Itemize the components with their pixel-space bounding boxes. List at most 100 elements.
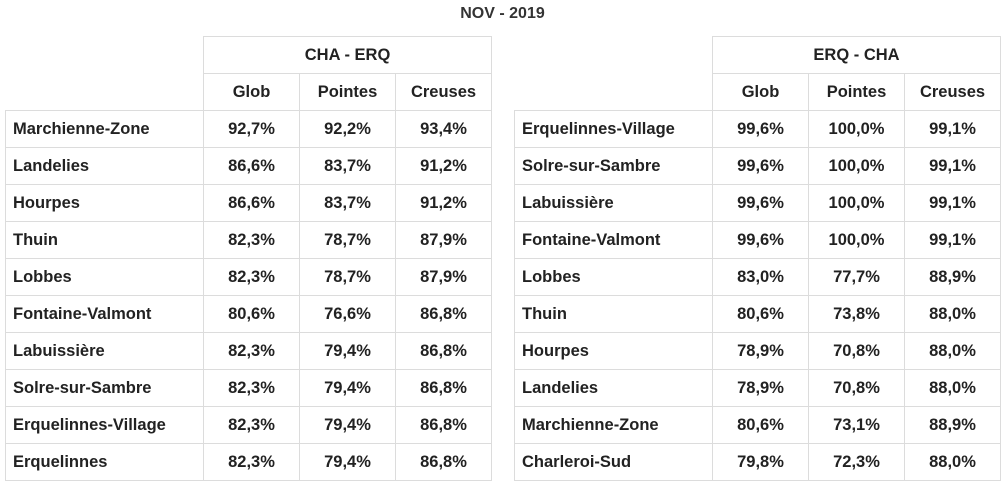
value-pointes: 100,0%	[808, 184, 905, 222]
value-pointes: 83,7%	[299, 184, 396, 222]
value-glob: 99,6%	[712, 110, 809, 148]
value-creuses: 88,0%	[903, 369, 1002, 407]
value-glob: 82,3%	[203, 332, 300, 370]
value-pointes: 100,0%	[808, 221, 905, 259]
value-pointes: 73,1%	[808, 406, 905, 444]
station-name: Fontaine-Valmont	[514, 221, 713, 259]
table-row: Erquelinnes 82,3% 79,4% 86,8%	[5, 443, 493, 481]
station-name: Marchienne-Zone	[5, 110, 204, 148]
value-creuses: 88,9%	[903, 258, 1002, 296]
value-creuses: 86,8%	[394, 332, 493, 370]
station-name: Erquelinnes	[5, 443, 204, 481]
value-creuses: 86,8%	[394, 369, 493, 407]
value-pointes: 78,7%	[299, 221, 396, 259]
blank-corner	[515, 37, 713, 74]
value-creuses: 88,9%	[903, 406, 1002, 444]
station-name: Lobbes	[5, 258, 204, 296]
value-creuses: 87,9%	[394, 258, 493, 296]
value-pointes: 79,4%	[299, 443, 396, 481]
column-header-glob: Glob	[203, 73, 300, 111]
value-glob: 99,6%	[712, 184, 809, 222]
column-header-row: Glob Pointes Creuses	[6, 73, 493, 111]
column-header-creuses: Creuses	[394, 73, 493, 111]
value-creuses: 87,9%	[394, 221, 493, 259]
value-pointes: 70,8%	[808, 332, 905, 370]
group-header: CHA - ERQ	[202, 36, 493, 74]
group-header-row: ERQ - CHA	[515, 36, 1002, 74]
table-row: Hourpes 86,6% 83,7% 91,2%	[5, 184, 493, 222]
value-glob: 92,7%	[203, 110, 300, 148]
value-glob: 83,0%	[712, 258, 809, 296]
station-name: Labuissière	[5, 332, 204, 370]
value-glob: 82,3%	[203, 221, 300, 259]
value-creuses: 99,1%	[903, 147, 1002, 185]
value-pointes: 78,7%	[299, 258, 396, 296]
blank-corner	[6, 37, 204, 74]
value-creuses: 88,0%	[903, 295, 1002, 333]
table-row: Charleroi-Sud 79,8% 72,3% 88,0%	[514, 443, 1002, 481]
table-row: Fontaine-Valmont 80,6% 76,6% 86,8%	[5, 295, 493, 333]
group-header: ERQ - CHA	[711, 36, 1002, 74]
station-name: Thuin	[5, 221, 204, 259]
table-row: Lobbes 83,0% 77,7% 88,9%	[514, 258, 1002, 296]
value-pointes: 73,8%	[808, 295, 905, 333]
station-name: Erquelinnes-Village	[514, 110, 713, 148]
group-header-row: CHA - ERQ	[6, 36, 493, 74]
station-name: Hourpes	[5, 184, 204, 222]
station-name: Landelies	[5, 147, 204, 185]
station-name: Thuin	[514, 295, 713, 333]
station-name: Charleroi-Sud	[514, 443, 713, 481]
station-name: Solre-sur-Sambre	[5, 369, 204, 407]
value-creuses: 91,2%	[394, 184, 493, 222]
table-row: Erquelinnes-Village 99,6% 100,0% 99,1%	[514, 110, 1002, 148]
value-pointes: 100,0%	[808, 147, 905, 185]
value-pointes: 79,4%	[299, 406, 396, 444]
station-name: Landelies	[514, 369, 713, 407]
value-glob: 80,6%	[712, 406, 809, 444]
table-row: Erquelinnes-Village 82,3% 79,4% 86,8%	[5, 406, 493, 444]
column-header-pointes: Pointes	[299, 73, 396, 111]
value-glob: 82,3%	[203, 258, 300, 296]
value-glob: 80,6%	[203, 295, 300, 333]
value-glob: 86,6%	[203, 184, 300, 222]
value-creuses: 91,2%	[394, 147, 493, 185]
column-header-row: Glob Pointes Creuses	[515, 73, 1002, 111]
page-title: NOV - 2019	[460, 5, 545, 22]
value-creuses: 86,8%	[394, 443, 493, 481]
station-name: Lobbes	[514, 258, 713, 296]
station-name: Fontaine-Valmont	[5, 295, 204, 333]
table-row: Solre-sur-Sambre 99,6% 100,0% 99,1%	[514, 147, 1002, 185]
value-creuses: 99,1%	[903, 184, 1002, 222]
value-pointes: 79,4%	[299, 369, 396, 407]
table-row: Landelies 86,6% 83,7% 91,2%	[5, 147, 493, 185]
table-row: Marchienne-Zone 80,6% 73,1% 88,9%	[514, 406, 1002, 444]
column-header-creuses: Creuses	[903, 73, 1002, 111]
value-glob: 78,9%	[712, 369, 809, 407]
station-name: Labuissière	[514, 184, 713, 222]
value-pointes: 76,6%	[299, 295, 396, 333]
value-pointes: 92,2%	[299, 110, 396, 148]
column-header-pointes: Pointes	[808, 73, 905, 111]
blank-corner	[6, 74, 204, 111]
value-glob: 82,3%	[203, 406, 300, 444]
table-row: Fontaine-Valmont 99,6% 100,0% 99,1%	[514, 221, 1002, 259]
table-row: Hourpes 78,9% 70,8% 88,0%	[514, 332, 1002, 370]
table-row: Landelies 78,9% 70,8% 88,0%	[514, 369, 1002, 407]
value-pointes: 72,3%	[808, 443, 905, 481]
value-creuses: 86,8%	[394, 406, 493, 444]
value-pointes: 83,7%	[299, 147, 396, 185]
table-row: Lobbes 82,3% 78,7% 87,9%	[5, 258, 493, 296]
blank-corner	[515, 74, 713, 111]
table-row: Thuin 82,3% 78,7% 87,9%	[5, 221, 493, 259]
value-pointes: 79,4%	[299, 332, 396, 370]
station-name: Marchienne-Zone	[514, 406, 713, 444]
value-creuses: 99,1%	[903, 110, 1002, 148]
station-name: Solre-sur-Sambre	[514, 147, 713, 185]
value-pointes: 70,8%	[808, 369, 905, 407]
value-creuses: 99,1%	[903, 221, 1002, 259]
table-row: Thuin 80,6% 73,8% 88,0%	[514, 295, 1002, 333]
value-creuses: 86,8%	[394, 295, 493, 333]
value-glob: 80,6%	[712, 295, 809, 333]
station-name: Hourpes	[514, 332, 713, 370]
value-glob: 82,3%	[203, 443, 300, 481]
